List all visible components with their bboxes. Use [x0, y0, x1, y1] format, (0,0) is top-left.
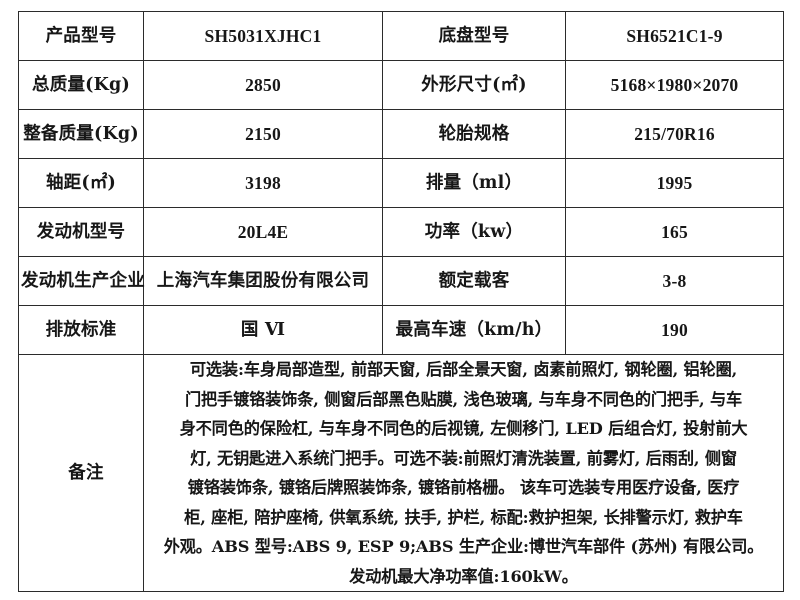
row-label-remarks: 备注	[18, 354, 144, 592]
row-value-remarks: 可选装:车身局部造型, 前部天窗, 后部全景天窗, 卤素前照灯, 钢轮圈, 铝轮…	[143, 354, 784, 592]
row-value-emission-standard: 国 Ⅵ	[143, 305, 383, 355]
row-label-emission-standard: 排放标准	[18, 305, 144, 355]
table-row-remarks: 备注 可选装:车身局部造型, 前部天窗, 后部全景天窗, 卤素前照灯, 钢轮圈,…	[18, 354, 784, 592]
row-value-product-model: SH5031XJHC1	[143, 11, 383, 61]
remarks-line: 镀铬装饰条, 镀铬后牌照装饰条, 镀铬前格栅。 该车可选装专用医疗设备, 医疗	[187, 478, 740, 497]
table-row: 发动机型号 20L4E 功率（kw） 165	[18, 207, 784, 257]
row-label-dimensions: 外形尺寸(㎡)	[382, 60, 566, 110]
row-label-max-speed: 最高车速（km/h）	[382, 305, 566, 355]
vehicle-spec-table: 产品型号 SH5031XJHC1 底盘型号 SH6521C1-9 总质量(Kg)…	[18, 11, 784, 592]
remarks-line: 身不同色的保险杠, 与车身不同色的后视镜, 左侧移门, LED 后组合灯, 投射…	[179, 419, 748, 438]
row-value-rated-passengers: 3-8	[565, 256, 784, 306]
row-label-product-model: 产品型号	[18, 11, 144, 61]
row-value-dimensions: 5168×1980×2070	[565, 60, 784, 110]
row-label-engine-model: 发动机型号	[18, 207, 144, 257]
spec-table-body: 产品型号 SH5031XJHC1 底盘型号 SH6521C1-9 总质量(Kg)…	[18, 11, 784, 592]
row-label-gross-mass: 总质量(Kg)	[18, 60, 144, 110]
table-row: 排放标准 国 Ⅵ 最高车速（km/h） 190	[18, 305, 784, 355]
row-label-rated-passengers: 额定载客	[382, 256, 566, 306]
row-value-engine-manufacturer: 上海汽车集团股份有限公司	[143, 256, 383, 306]
row-label-curb-mass: 整备质量(Kg)	[18, 109, 144, 159]
row-value-engine-model: 20L4E	[143, 207, 383, 257]
row-value-displacement: 1995	[565, 158, 784, 208]
row-label-engine-manufacturer: 发动机生产企业	[18, 256, 145, 306]
remarks-line: 门把手镀铬装饰条, 侧窗后部黑色贴膜, 浅色玻璃, 与车身不同色的门把手, 与车	[184, 389, 743, 409]
row-value-wheelbase: 3198	[143, 158, 383, 208]
row-label-tire-spec: 轮胎规格	[382, 109, 566, 159]
row-label-power: 功率（kw）	[382, 207, 566, 257]
table-row: 发动机生产企业 上海汽车集团股份有限公司 额定载客 3-8	[18, 256, 784, 306]
remarks-line: 外观。ABS 型号:ABS 9, ESP 9;ABS 生产企业:博世汽车部件 (…	[163, 537, 764, 556]
row-value-tire-spec: 215/70R16	[565, 109, 784, 159]
table-row: 整备质量(Kg) 2150 轮胎规格 215/70R16	[18, 109, 784, 159]
row-value-chassis-model: SH6521C1-9	[565, 11, 784, 61]
remarks-line: 柜, 座柜, 陪护座椅, 供氧系统, 扶手, 护栏, 标配:救护担架, 长排警示…	[184, 507, 743, 527]
remarks-line: 可选装:车身局部造型, 前部天窗, 后部全景天窗, 卤素前照灯, 钢轮圈, 铝轮…	[189, 360, 738, 379]
row-value-power: 165	[565, 207, 784, 257]
row-label-wheelbase: 轴距(㎡)	[18, 158, 144, 208]
remarks-line: 灯, 无钥匙进入系统门把手。可选不装:前照灯清洗装置, 前雾灯, 后雨刮, 侧窗	[190, 448, 737, 468]
row-value-gross-mass: 2850	[143, 60, 383, 110]
row-value-max-speed: 190	[565, 305, 784, 355]
remarks-line: 发动机最大净功率值:160kW。	[349, 566, 578, 586]
table-row: 轴距(㎡) 3198 排量（ml） 1995	[18, 158, 784, 208]
row-label-displacement: 排量（ml）	[382, 158, 566, 208]
table-row: 总质量(Kg) 2850 外形尺寸(㎡) 5168×1980×2070	[18, 60, 784, 110]
row-value-curb-mass: 2150	[143, 109, 383, 159]
table-row: 产品型号 SH5031XJHC1 底盘型号 SH6521C1-9	[18, 11, 784, 61]
row-label-chassis-model: 底盘型号	[382, 11, 566, 61]
